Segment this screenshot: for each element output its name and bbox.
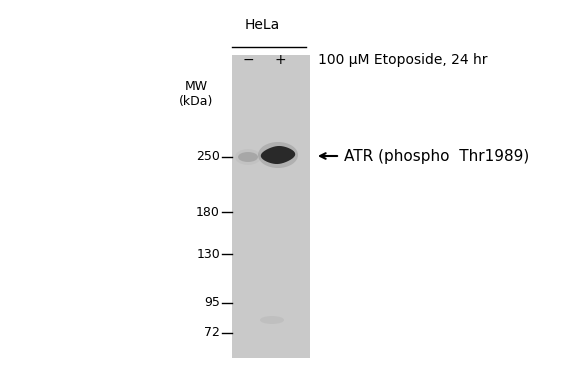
Text: HeLa: HeLa bbox=[244, 18, 279, 32]
Text: 130: 130 bbox=[196, 248, 220, 260]
Text: MW
(kDa): MW (kDa) bbox=[179, 80, 213, 108]
Polygon shape bbox=[261, 146, 295, 164]
Ellipse shape bbox=[235, 149, 261, 165]
Ellipse shape bbox=[260, 316, 284, 324]
Bar bbox=[232, 55, 310, 358]
Text: +: + bbox=[274, 53, 286, 67]
Text: −: − bbox=[242, 53, 254, 67]
Text: 72: 72 bbox=[204, 327, 220, 339]
Text: 180: 180 bbox=[196, 206, 220, 218]
Text: 95: 95 bbox=[204, 296, 220, 310]
Ellipse shape bbox=[238, 152, 258, 162]
Text: ATR (phospho  Thr1989): ATR (phospho Thr1989) bbox=[344, 149, 529, 164]
Text: 250: 250 bbox=[196, 150, 220, 164]
Ellipse shape bbox=[258, 142, 298, 168]
Text: 100 μM Etoposide, 24 hr: 100 μM Etoposide, 24 hr bbox=[318, 53, 488, 67]
